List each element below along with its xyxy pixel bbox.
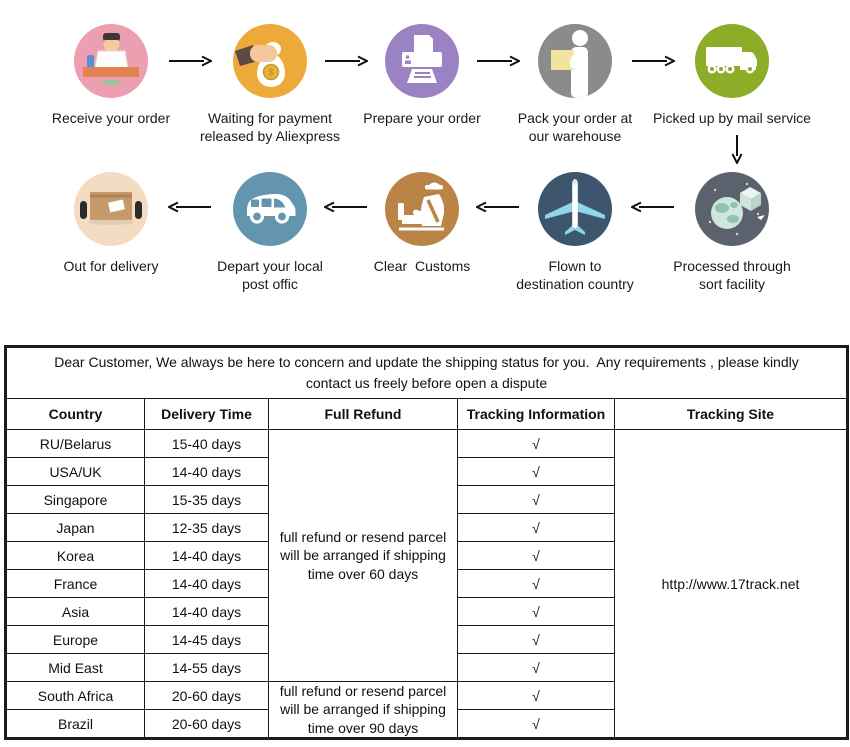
tracking-check-cell: √: [457, 681, 615, 710]
delivery-van-icon: [233, 172, 307, 246]
svg-text:$: $: [268, 68, 274, 79]
delivery-time-cell: 14-40 days: [144, 597, 269, 626]
col-header-tracking-information: Tracking Information: [457, 398, 615, 430]
country-cell: Japan: [5, 513, 145, 542]
tracking-check-cell: √: [457, 653, 615, 682]
country-cell: Korea: [5, 541, 145, 570]
printer-icon: [385, 24, 459, 98]
flow-step-label: Picked up by mail service: [653, 110, 811, 126]
delivery-time-cell: 14-40 days: [144, 569, 269, 598]
arrow-right-icon: [477, 55, 520, 67]
flow-step-label: Clear Customs: [373, 258, 471, 274]
table-row: Brazil 20-60 days √: [5, 709, 848, 739]
country-cell: Europe: [5, 625, 145, 654]
country-cell: South Africa: [5, 681, 145, 710]
tracking-check-cell: √: [457, 513, 615, 542]
col-header-tracking-site: Tracking Site: [613, 398, 849, 430]
receive-order-icon: [74, 24, 148, 98]
flow-step-receive-order: Receive your order: [23, 24, 199, 127]
customs-officer-icon: [385, 172, 459, 246]
flow-step-flown: Flown to destination country: [487, 172, 663, 293]
arrow-right-icon: [169, 55, 212, 67]
pack-box-icon: [538, 24, 612, 98]
airplane-icon: [538, 172, 612, 246]
flow-step-label: Receive your order: [51, 110, 171, 126]
country-cell: Asia: [5, 597, 145, 626]
table-row: RU/Belarus 15-40 days full refund or res…: [5, 429, 849, 739]
country-cell: Singapore: [5, 485, 145, 514]
country-cell: Mid East: [5, 653, 145, 682]
flow-step-wait-payment: $ Waiting for payment released by Aliexp…: [182, 24, 358, 145]
arrow-left-icon: [631, 201, 674, 213]
tracking-check-cell: √: [457, 597, 615, 626]
flow-step-label: Pack your order at our warehouse: [517, 110, 633, 145]
arrow-left-icon: [324, 201, 367, 213]
tracking-check-cell: √: [457, 569, 615, 598]
country-cell: Brazil: [5, 709, 145, 739]
flow-step-sort-facility: Processed through sort facility: [644, 172, 820, 293]
delivery-time-cell: 14-45 days: [144, 625, 269, 654]
tracking-check-cell: √: [457, 625, 615, 654]
tracking-check-cell: √: [457, 541, 615, 570]
flow-step-clear-customs: Clear Customs: [334, 172, 510, 275]
flow-step-label: Flown to destination country: [516, 258, 634, 293]
flow-step-pack-order: Pack your order at our warehouse: [487, 24, 663, 145]
shipping-flow-diagram: Receive your order $ Waiting for payment…: [0, 0, 850, 345]
flow-step-prepare-order: Prepare your order: [334, 24, 510, 127]
arrow-down-icon: [731, 135, 743, 164]
col-header-full-refund: Full Refund: [268, 398, 458, 430]
customer-notice: Dear Customer, We always be here to conc…: [4, 346, 849, 399]
country-cell: France: [5, 569, 145, 598]
delivery-time-cell: 14-40 days: [144, 457, 269, 486]
delivery-time-cell: 14-55 days: [144, 653, 269, 682]
table-row: France 14-40 days √: [5, 569, 848, 598]
col-header-country: Country: [5, 398, 145, 430]
delivery-time-cell: 15-35 days: [144, 485, 269, 514]
header-row: Country Delivery Time Full Refund Tracki…: [5, 398, 849, 430]
country-cell: RU/Belarus: [5, 429, 145, 458]
flow-step-picked-up: Picked up by mail service: [644, 24, 820, 127]
col-header-delivery-time: Delivery Time: [144, 398, 269, 430]
flow-step-depart-post: Depart your local post offic: [182, 172, 358, 293]
arrow-right-icon: [325, 55, 368, 67]
table-row: Japan 12-35 days √: [5, 513, 848, 542]
flow-step-label: Processed through sort facility: [673, 258, 791, 293]
flow-step-label: Waiting for payment released by Aliexpre…: [199, 110, 341, 145]
refund-policy-cell: full refund or resend parcel will be arr…: [268, 429, 458, 682]
globe-sort-icon: [695, 172, 769, 246]
shipping-info-table: Dear Customer, We always be here to conc…: [4, 345, 850, 740]
flow-step-out-delivery: Out for delivery: [23, 172, 199, 275]
table-row: Europe 14-45 days √: [5, 625, 848, 654]
tracking-site-link[interactable]: http://www.17track.net: [613, 429, 849, 739]
notice-row: Dear Customer, We always be here to conc…: [4, 346, 849, 399]
delivery-time-cell: 12-35 days: [144, 513, 269, 542]
payment-icon: $: [233, 24, 307, 98]
arrow-right-icon: [632, 55, 675, 67]
delivery-time-cell: 20-60 days: [144, 709, 269, 739]
flow-step-label: Out for delivery: [63, 258, 159, 274]
tracking-check-cell: √: [457, 429, 615, 458]
table-row: South Africa 20-60 days full refund or r…: [5, 681, 848, 739]
flow-step-label: Prepare your order: [363, 110, 481, 126]
truck-icon: [695, 24, 769, 98]
tracking-check-cell: √: [457, 457, 615, 486]
delivery-time-cell: 14-40 days: [144, 541, 269, 570]
tracking-check-cell: √: [457, 709, 615, 739]
country-cell: USA/UK: [5, 457, 145, 486]
table-row: Korea 14-40 days √: [5, 541, 848, 570]
arrow-left-icon: [168, 201, 211, 213]
parcel-icon: [74, 172, 148, 246]
refund-policy-cell: full refund or resend parcel will be arr…: [268, 681, 458, 739]
delivery-time-cell: 15-40 days: [144, 429, 269, 458]
delivery-time-cell: 20-60 days: [144, 681, 269, 710]
arrow-left-icon: [476, 201, 519, 213]
tracking-check-cell: √: [457, 485, 615, 514]
flow-step-label: Depart your local post offic: [217, 258, 323, 293]
table-row: Asia 14-40 days √: [5, 597, 848, 626]
table-row: USA/UK 14-40 days √: [5, 457, 848, 486]
